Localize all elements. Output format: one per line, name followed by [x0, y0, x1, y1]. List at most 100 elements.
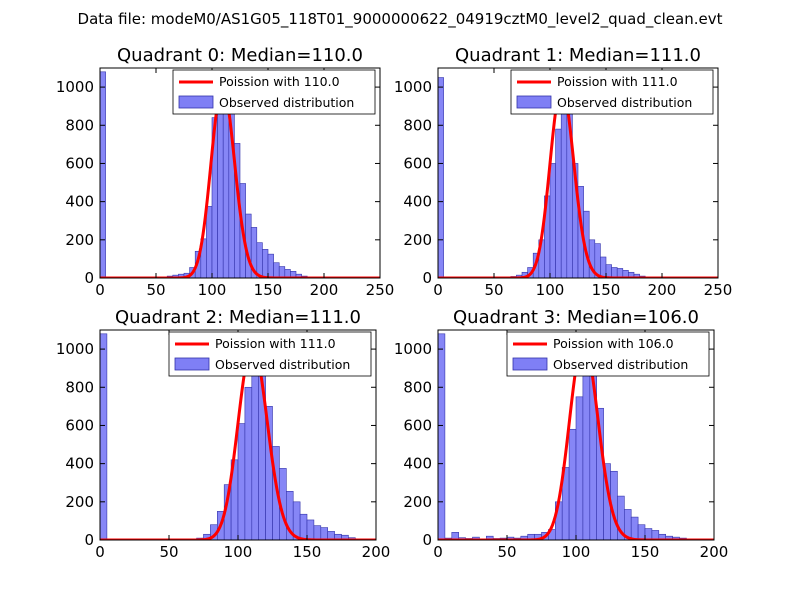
legend-label-hist: Observed distribution: [219, 95, 354, 110]
y-tick-label: 600: [65, 416, 94, 434]
histogram-bar: [637, 524, 646, 540]
legend-hist-swatch: [516, 95, 552, 109]
y-tick-label: 800: [403, 116, 432, 134]
chart-panel-1: Quadrant 1: Median=111.0 0 50 100 150 200 250 0…: [394, 45, 733, 299]
histogram-bar: [306, 519, 315, 540]
x-tick-label: 200: [310, 281, 339, 299]
y-tick-label: 600: [65, 154, 94, 172]
y-tick-label: 600: [403, 154, 432, 172]
legend-label-hist: Observed distribution: [557, 95, 692, 110]
x-tick-label: 50: [146, 281, 165, 299]
plot-area: [438, 77, 718, 278]
plot-area: [100, 333, 376, 540]
histogram-bar: [313, 525, 322, 540]
y-tick-label: 400: [403, 193, 432, 211]
y-tick-label: 200: [65, 231, 94, 249]
y-tick-label: 800: [65, 378, 94, 396]
histogram-bar: [600, 256, 607, 278]
legend-label-fit: Poission with 110.0: [219, 74, 340, 89]
axes-frame: [99, 67, 381, 279]
x-tick-label: 0: [433, 543, 443, 561]
histogram-bar: [451, 532, 459, 540]
y-tick-label: 200: [65, 493, 94, 511]
histogram-bar: [560, 86, 568, 278]
histogram-bar: [575, 396, 584, 540]
poisson-fit-line: [438, 85, 718, 278]
legend-label-fit: Poission with 111.0: [215, 336, 336, 351]
plot-area: [100, 71, 380, 278]
x-tick-label: 100: [198, 281, 227, 299]
chart-title: Quadrant 0: Median=110.0: [117, 45, 363, 66]
chart-title: Quadrant 3: Median=106.0: [453, 307, 699, 328]
legend-hist-swatch: [178, 95, 214, 109]
histogram-bar: [555, 128, 562, 278]
histogram-bar: [100, 71, 106, 278]
y-tick-label: 400: [65, 193, 94, 211]
chart-panel-0: Quadrant 0: Median=110.0 0 50 100 150 200 250 0…: [56, 45, 395, 299]
y-tick-label: 0: [422, 269, 432, 287]
histogram-bar: [267, 253, 274, 278]
y-tick-label: 800: [65, 116, 94, 134]
poisson-fit-line: [100, 343, 376, 540]
axes-frame: [437, 67, 719, 279]
x-tick-label: 0: [95, 281, 105, 299]
x-tick-label: 150: [293, 543, 322, 561]
x-tick-label: 0: [95, 543, 105, 561]
histogram-bar: [100, 333, 108, 540]
histogram-bar: [206, 206, 213, 278]
y-tick-label: 1000: [394, 78, 432, 96]
x-tick-label: 100: [536, 281, 565, 299]
chart-title: Quadrant 2: Median=111.0: [115, 307, 361, 328]
legend-hist-swatch: [512, 357, 548, 371]
chart-title: Quadrant 1: Median=111.0: [455, 45, 701, 66]
x-tick-label: 250: [366, 281, 395, 299]
x-tick-label: 150: [254, 281, 283, 299]
x-tick-label: 150: [592, 281, 621, 299]
legend: Poission with 106.0 Observed distribution: [506, 331, 710, 377]
histogram-bar: [256, 242, 263, 278]
legend-label-hist: Observed distribution: [553, 357, 688, 372]
histogram-bar: [273, 262, 280, 278]
poisson-fit-line: [100, 85, 380, 278]
x-tick-label: 200: [362, 543, 391, 561]
histogram-bar: [605, 264, 612, 278]
histogram-bar: [244, 386, 253, 540]
x-tick-label: 200: [700, 543, 729, 561]
histogram-bar: [320, 527, 328, 540]
x-tick-label: 100: [562, 543, 591, 561]
y-tick-label: 0: [422, 531, 432, 549]
x-tick-label: 200: [648, 281, 677, 299]
x-tick-label: 50: [484, 281, 503, 299]
histogram-bar: [611, 267, 618, 278]
x-tick-label: 250: [704, 281, 733, 299]
histogram-bar: [549, 163, 556, 278]
y-tick-label: 1000: [394, 340, 432, 358]
histogram-bar: [278, 266, 286, 278]
chart-panel-2: Quadrant 2: Median=111.0 0 50 100 150 200 0 200…: [56, 307, 391, 561]
y-tick-label: 200: [403, 231, 432, 249]
x-tick-label: 50: [497, 543, 516, 561]
histogram-bar: [438, 333, 446, 540]
y-tick-label: 800: [403, 378, 432, 396]
histogram-bar: [438, 77, 444, 278]
x-tick-label: 150: [631, 543, 660, 561]
y-tick-label: 0: [84, 269, 94, 287]
x-tick-label: 100: [224, 543, 253, 561]
histogram-bar: [237, 423, 246, 540]
y-tick-label: 1000: [56, 340, 94, 358]
histogram-bar: [644, 528, 653, 540]
y-tick-label: 400: [403, 455, 432, 473]
histogram-bar: [217, 88, 224, 278]
histogram-bar: [485, 535, 494, 540]
x-tick-label: 0: [433, 281, 443, 299]
y-tick-label: 400: [65, 455, 94, 473]
legend: Poission with 111.0 Observed distribution: [168, 331, 372, 377]
histogram-bar: [299, 513, 308, 540]
legend-box: [506, 331, 710, 377]
legend-label-fit: Poission with 111.0: [557, 74, 678, 89]
histogram-bar: [630, 516, 639, 540]
legend-label-hist: Observed distribution: [215, 357, 350, 372]
panels: Quadrant 0: Median=110.0 0 50 100 150 200 250 0…: [56, 45, 733, 561]
legend-hist-swatch: [174, 357, 210, 371]
